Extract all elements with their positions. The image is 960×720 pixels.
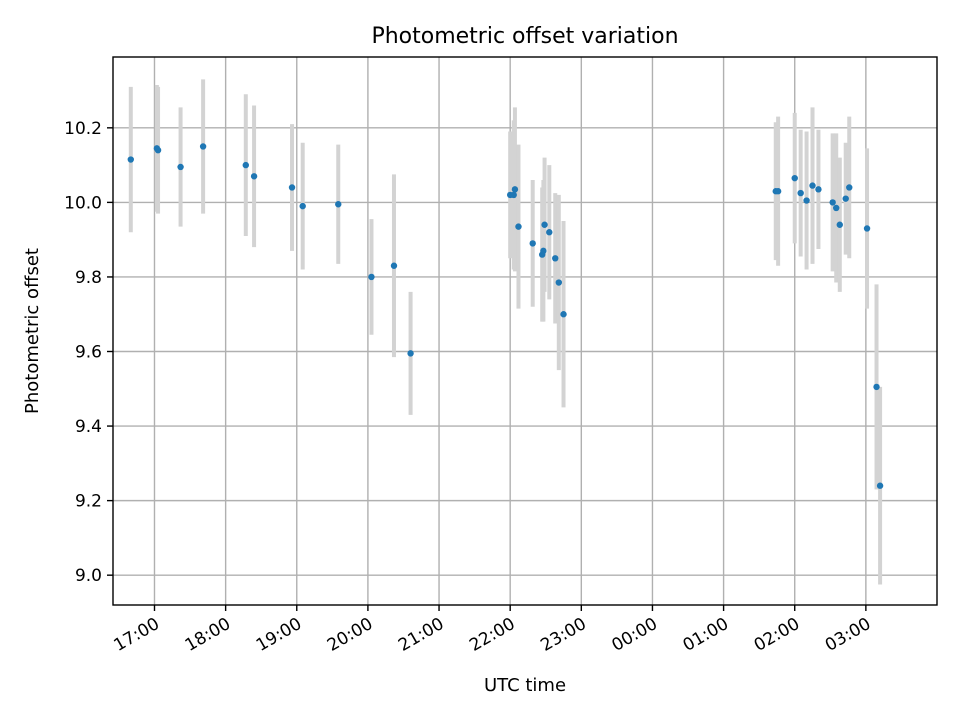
data-point	[177, 163, 184, 171]
data-point	[791, 174, 798, 182]
data-point	[540, 247, 547, 255]
data-point	[250, 173, 258, 180]
y-grid	[113, 127, 937, 576]
data-point	[127, 156, 134, 163]
data-point	[199, 143, 207, 150]
data-point	[154, 146, 162, 154]
chart-title: Photometric offset variation	[371, 24, 678, 49]
data-point	[510, 191, 517, 199]
data-point	[815, 186, 822, 193]
y-axis-label: Photometric offset	[22, 248, 43, 414]
data-point	[546, 229, 553, 236]
y-tick-label: 9.2	[75, 492, 102, 512]
x-tick-label: 17:00	[111, 614, 163, 656]
y-tick-label: 9.8	[75, 268, 102, 288]
x-tick-label: 00:00	[609, 614, 661, 656]
x-axis-label: UTC time	[484, 675, 566, 696]
data-point	[368, 273, 375, 281]
data-point	[833, 204, 840, 212]
x-tick-label: 02:00	[751, 614, 803, 656]
data-point	[335, 201, 342, 208]
data-point	[390, 262, 398, 269]
data-point	[560, 311, 567, 318]
x-tick-label: 01:00	[680, 614, 732, 656]
data-point	[803, 197, 810, 204]
data-point	[511, 186, 519, 193]
plot-frame	[112, 56, 938, 606]
x-tick-label: 03:00	[822, 614, 874, 656]
x-tick-label: 21:00	[395, 614, 447, 656]
x-tick-label: 19:00	[253, 614, 305, 656]
data-point	[407, 350, 414, 357]
x-grid	[153, 57, 867, 605]
x-tick-label: 22:00	[466, 614, 518, 656]
x-tick-label: 20:00	[324, 614, 376, 656]
data-point	[876, 482, 884, 489]
x-axis-ticks: 17:00 18:00 19:00 20:00 21:00 22:00 23:00 00:00…	[111, 605, 874, 656]
y-tick-label: 10.0	[64, 193, 102, 213]
data-point	[288, 184, 296, 191]
y-tick-label: 9.4	[75, 417, 102, 437]
x-tick-label: 23:00	[537, 614, 589, 656]
data-point	[842, 195, 849, 202]
data-point	[774, 188, 782, 195]
data-point	[555, 279, 562, 286]
data-point	[863, 225, 871, 232]
y-axis-ticks: 9.0 9.2 9.4 9.6 9.8 10.0 10.2	[64, 119, 113, 586]
data-point	[242, 161, 249, 169]
data-point	[552, 255, 559, 262]
data-point	[846, 184, 853, 191]
y-tick-label: 9.0	[75, 566, 102, 586]
data-points	[127, 143, 884, 489]
data-point	[836, 221, 843, 228]
data-point	[873, 383, 880, 391]
y-tick-label: 9.6	[75, 343, 102, 363]
x-tick-label: 18:00	[182, 614, 234, 656]
data-point	[809, 182, 816, 189]
data-point	[515, 223, 522, 230]
y-tick-label: 10.2	[64, 119, 102, 139]
data-point	[797, 189, 804, 197]
data-point	[829, 199, 836, 206]
data-point	[529, 240, 536, 247]
data-point	[541, 221, 548, 228]
data-point	[299, 202, 306, 210]
